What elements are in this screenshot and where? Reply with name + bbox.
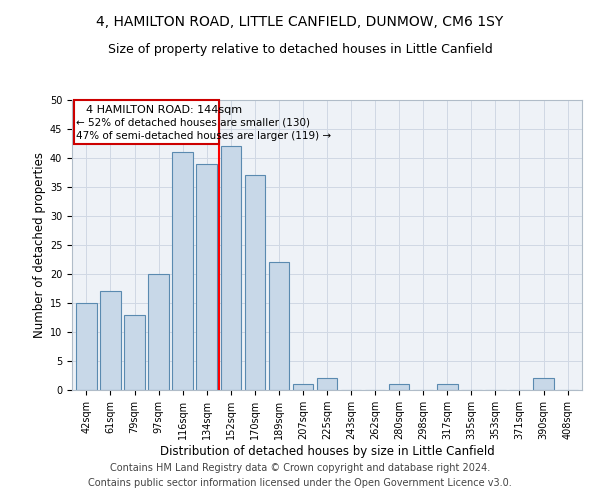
Text: ← 52% of detached houses are smaller (130): ← 52% of detached houses are smaller (13… [76, 118, 310, 128]
Bar [437, 384, 458, 390]
Bar [100, 292, 121, 390]
FancyBboxPatch shape [74, 100, 219, 144]
Text: Size of property relative to detached houses in Little Canfield: Size of property relative to detached ho… [107, 42, 493, 56]
Text: 4, HAMILTON ROAD, LITTLE CANFIELD, DUNMOW, CM6 1SY: 4, HAMILTON ROAD, LITTLE CANFIELD, DUNMO… [97, 15, 503, 29]
Bar [533, 378, 554, 390]
Bar [221, 146, 241, 390]
Bar [269, 262, 289, 390]
Text: Contains HM Land Registry data © Crown copyright and database right 2024.
Contai: Contains HM Land Registry data © Crown c… [88, 462, 512, 487]
Bar [76, 303, 97, 390]
X-axis label: Distribution of detached houses by size in Little Canfield: Distribution of detached houses by size … [160, 445, 494, 458]
Bar [124, 314, 145, 390]
Bar [317, 378, 337, 390]
Bar [196, 164, 217, 390]
Bar [245, 176, 265, 390]
Text: 47% of semi-detached houses are larger (119) →: 47% of semi-detached houses are larger (… [76, 130, 331, 140]
Y-axis label: Number of detached properties: Number of detached properties [32, 152, 46, 338]
Bar [148, 274, 169, 390]
Bar [293, 384, 313, 390]
Bar [172, 152, 193, 390]
Bar [389, 384, 409, 390]
Text: 4 HAMILTON ROAD: 144sqm: 4 HAMILTON ROAD: 144sqm [86, 104, 242, 115]
